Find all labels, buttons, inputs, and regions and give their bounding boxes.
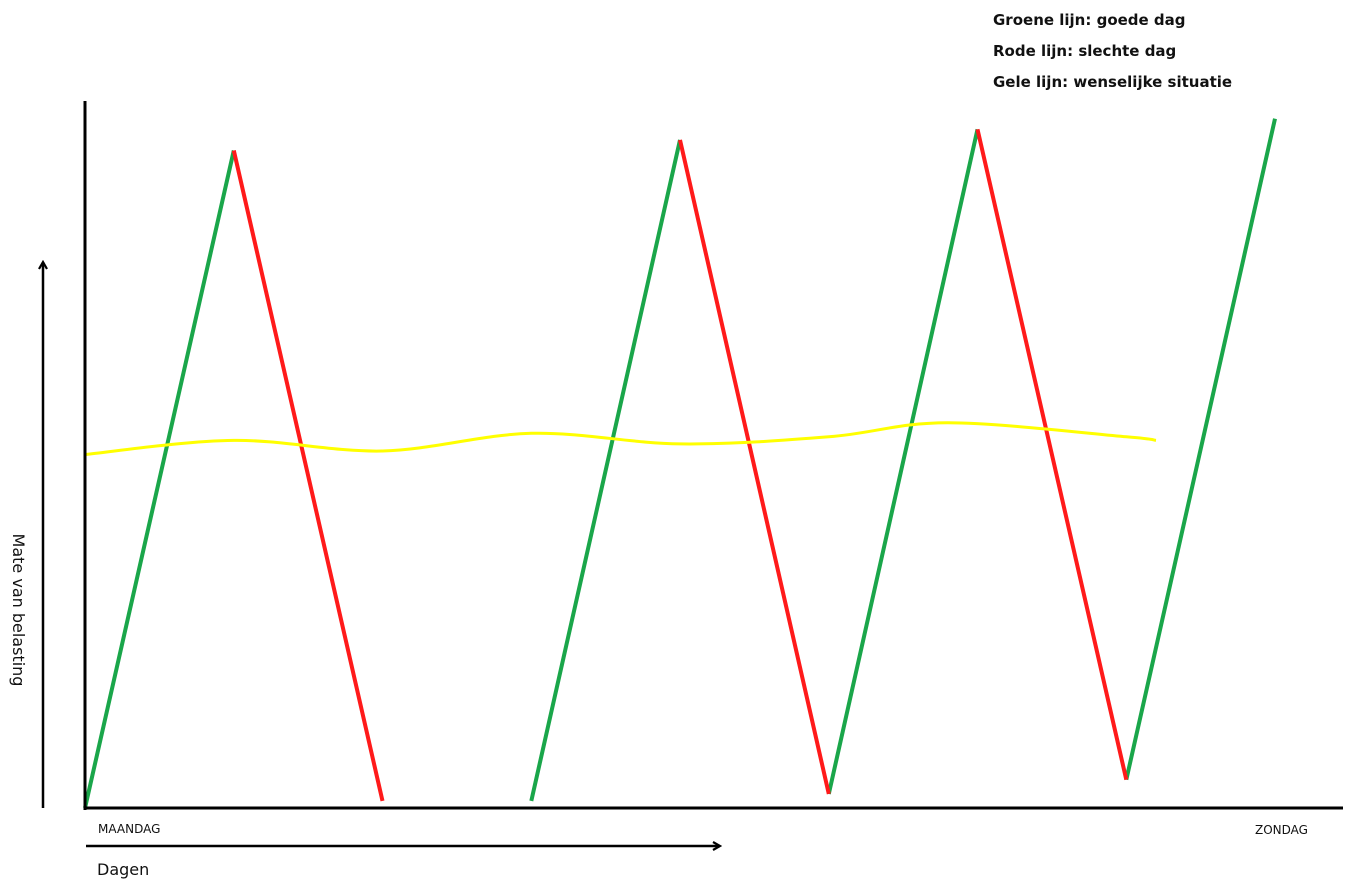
- legend-red-label: Rode lijn: slechte dag: [993, 42, 1176, 60]
- x-end-label: ZONDAG: [1255, 823, 1308, 837]
- x-axis-label: Dagen: [97, 860, 149, 879]
- legend-green-label: Groene lijn: goede dag: [993, 11, 1186, 29]
- y-axis-label: Mate van belasting: [9, 534, 28, 687]
- yellow-desired-line: [84, 421, 1157, 456]
- x-start-label: MAANDAG: [98, 822, 160, 836]
- legend-yellow-label: Gele lijn: wenselijke situatie: [993, 73, 1232, 91]
- green-segment-2: [529, 139, 682, 802]
- red-segment-1: [231, 150, 385, 802]
- red-segment-2: [678, 139, 831, 795]
- green-segment-3: [826, 128, 980, 795]
- green-segment-4: [1124, 118, 1277, 781]
- series-layer: [83, 118, 1277, 809]
- green-segment-1: [83, 150, 236, 809]
- red-segment-3: [975, 128, 1129, 781]
